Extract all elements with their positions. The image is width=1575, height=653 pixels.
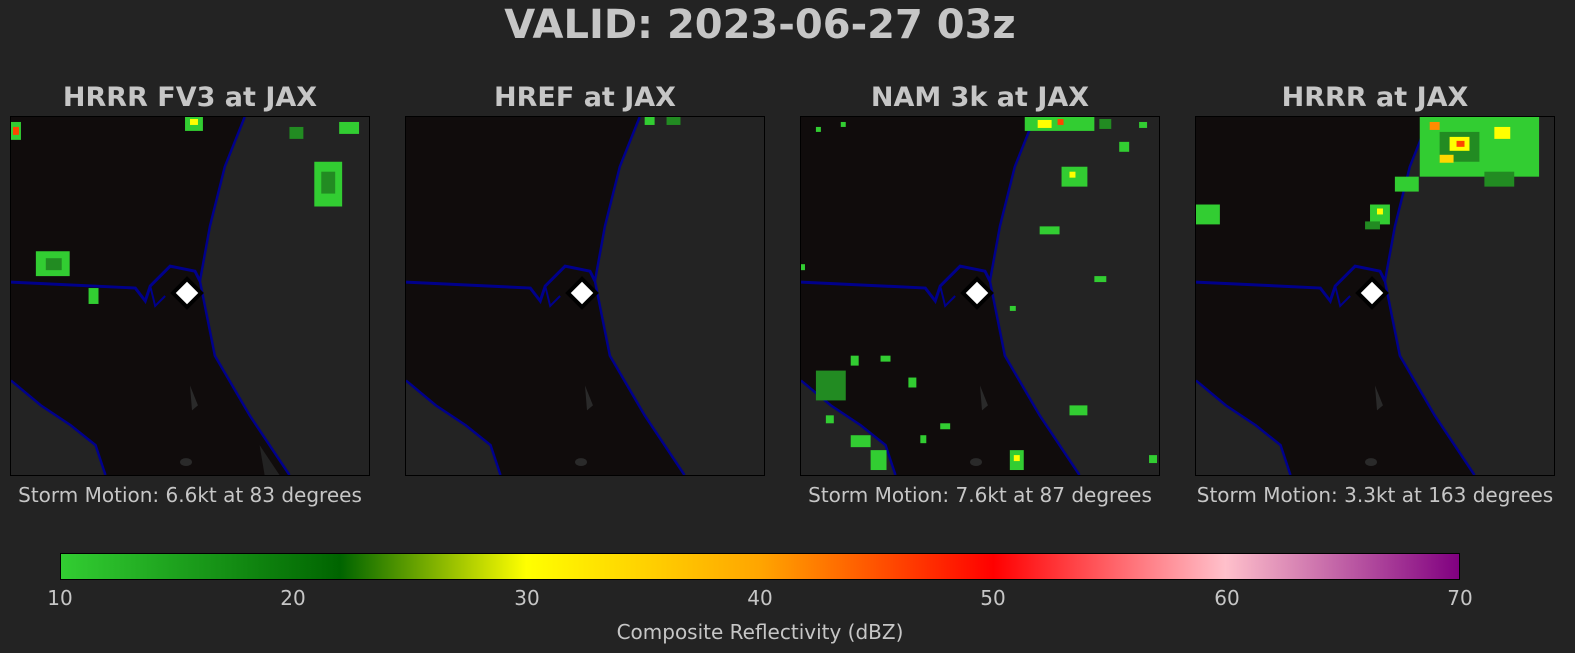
- station-marker-diamond: [960, 276, 994, 310]
- map-href: [405, 116, 765, 476]
- basemap: [801, 117, 1081, 475]
- panel-title-hrrr-fv3: HRRR FV3 at JAX: [62, 82, 318, 113]
- storm-motion-hrrr-fv3: Storm Motion: 6.6kt at 83 degrees: [18, 483, 362, 507]
- station-marker-diamond: [1355, 276, 1389, 310]
- station-marker-diamond: [565, 276, 599, 310]
- storm-motion-hrrr: Storm Motion: 3.3kt at 163 degrees: [1196, 483, 1554, 507]
- figure-title: VALID: 2023-06-27 03z: [504, 2, 1016, 48]
- colorbar-tick: 20: [280, 586, 306, 610]
- colorbar-tick: 50: [980, 586, 1006, 610]
- colorbar-tick: 30: [514, 586, 540, 610]
- panel-title-href: HREF at JAX: [494, 82, 676, 113]
- colorbar-tick: 70: [1447, 586, 1473, 610]
- station-marker-diamond: [170, 276, 204, 310]
- basemap: [1196, 117, 1476, 475]
- reflectivity-echoes: [801, 117, 1158, 471]
- panel-title-nam-3k: NAM 3k at JAX: [870, 82, 1090, 113]
- storm-motion-nam-3k: Storm Motion: 7.6kt at 87 degrees: [808, 483, 1152, 507]
- colorbar-tick: 10: [47, 586, 73, 610]
- colorbar: [60, 553, 1460, 580]
- map-hrrr-fv3: [10, 116, 370, 476]
- basemap: [406, 117, 686, 475]
- colorbar-tick: 40: [747, 586, 773, 610]
- reflectivity-echoes: [1196, 117, 1540, 230]
- basemap: [11, 117, 291, 475]
- reflectivity-echoes: [644, 117, 681, 125]
- map-hrrr: [1195, 116, 1555, 476]
- reflectivity-echoes: [11, 117, 360, 304]
- map-nam-3k: [800, 116, 1160, 476]
- colorbar-tick: 60: [1214, 586, 1240, 610]
- colorbar-label: Composite Reflectivity (dBZ): [616, 620, 904, 644]
- panel-title-hrrr: HRRR at JAX: [1281, 82, 1469, 113]
